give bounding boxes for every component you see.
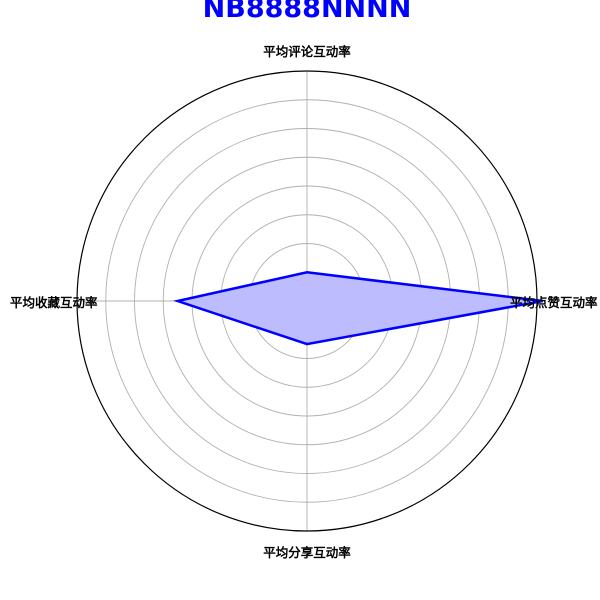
chart-title: NB8888NNNN [203, 0, 412, 24]
series-area [172, 271, 544, 346]
axis-label: 平均点赞互动率 [510, 295, 598, 310]
axis-label: 平均收藏互动率 [10, 295, 98, 310]
axis-label: 平均分享互动率 [263, 545, 351, 560]
axis-label: 平均评论互动率 [263, 44, 351, 59]
